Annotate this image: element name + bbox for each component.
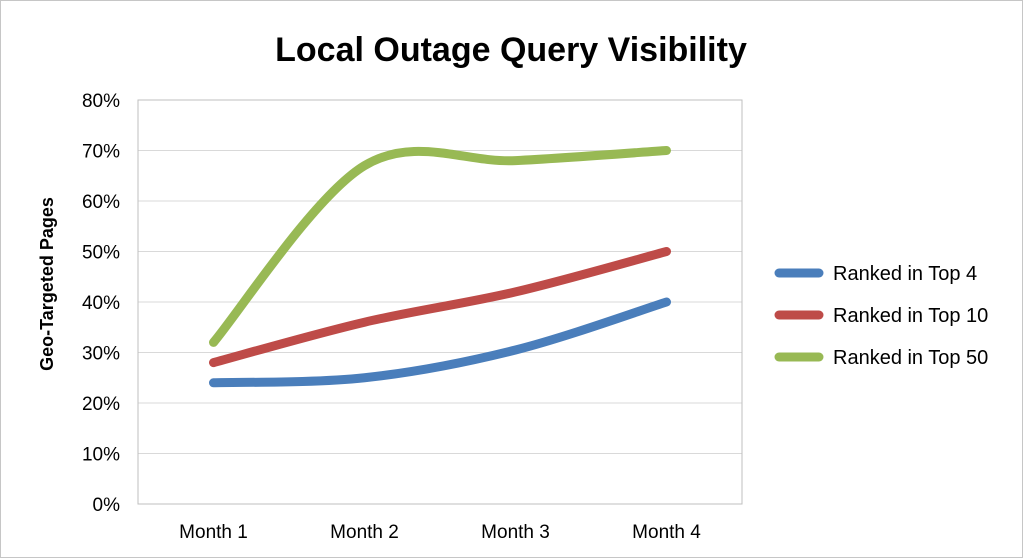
x-tick-label: Month 3	[481, 522, 550, 543]
y-tick-label: 20%	[82, 394, 120, 415]
series-line-1	[209, 247, 671, 368]
y-tick-label: 30%	[82, 344, 120, 365]
y-axis-ticks: 0% 10% 20% 30% 40% 50% 60% 70% 80%	[82, 91, 120, 516]
x-axis-ticks: Month 1 Month 2 Month 3 Month 4	[179, 522, 701, 543]
series-lines	[209, 146, 671, 388]
y-tick-label: 40%	[82, 293, 120, 314]
y-tick-label: 60%	[82, 192, 120, 213]
y-tick-label: 70%	[82, 142, 120, 163]
series-line-0	[209, 297, 671, 388]
y-tick-label: 10%	[82, 445, 120, 466]
chart-title: Local Outage Query Visibility	[275, 31, 747, 69]
x-tick-label: Month 4	[632, 522, 701, 543]
x-tick-label: Month 1	[179, 522, 248, 543]
legend-label: Ranked in Top 50	[833, 347, 988, 369]
legend-label: Ranked in Top 10	[833, 305, 988, 327]
x-tick-label: Month 2	[330, 522, 399, 543]
y-tick-label: 50%	[82, 243, 120, 264]
legend-label: Ranked in Top 4	[833, 263, 977, 285]
y-axis-label: Geo-Targeted Pages	[37, 197, 57, 371]
plot-area-border	[137, 99, 743, 505]
y-tick-label: 0%	[93, 495, 121, 516]
series-line-2	[209, 146, 671, 347]
gridlines	[138, 99, 742, 505]
legend: Ranked in Top 4 Ranked in Top 10 Ranked in…	[774, 263, 988, 369]
y-tick-label: 80%	[82, 91, 120, 112]
